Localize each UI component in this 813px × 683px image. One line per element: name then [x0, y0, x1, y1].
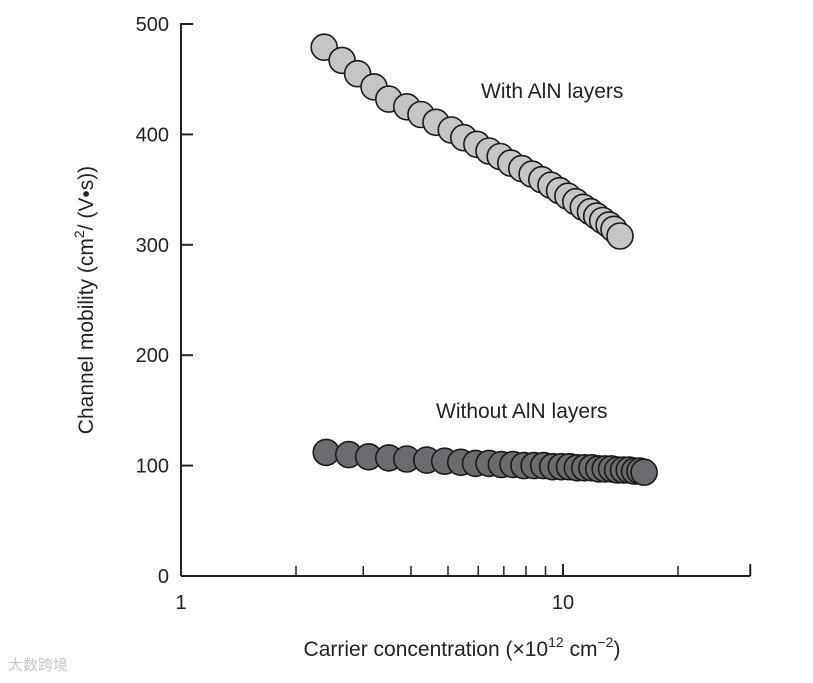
point-with-aln — [606, 222, 634, 250]
series-label-without-aln: Without AlN layers — [436, 400, 608, 423]
y-tick-label: 500 — [136, 14, 169, 36]
axes — [180, 23, 751, 577]
x-axis-title-sup2: −2 — [597, 634, 613, 650]
point-without-aln — [630, 458, 658, 487]
y-axis-title-end: / (V•s)) — [75, 166, 98, 231]
x-axis-title-mid: cm — [564, 638, 598, 661]
x-axis-title-sup: 12 — [548, 634, 564, 650]
x-axis-title-main: Carrier concentration (×10 — [304, 638, 549, 661]
y-tick-label: 100 — [136, 456, 169, 478]
y-tick-label: 400 — [136, 124, 169, 146]
x-axis-title: Carrier concentration (×1012 cm−2) — [304, 634, 621, 661]
y-tick-label: 300 — [136, 235, 169, 257]
data-points — [310, 33, 658, 487]
watermark-logo: 大数跨境 — [8, 656, 69, 674]
ticks: 0 100 200 300 400 500 1 10 — [136, 14, 752, 614]
y-axis-title-sup: 2 — [71, 230, 87, 238]
y-tick-label: 200 — [136, 345, 169, 367]
x-tick-label: 1 — [175, 592, 186, 614]
series-label-with-aln: With AlN layers — [481, 80, 623, 103]
y-tick-label: 0 — [158, 566, 169, 588]
y-axis-title: Channel mobility (cm2/ (V•s)) — [71, 166, 98, 434]
x-tick-label: 10 — [552, 592, 574, 614]
y-axis-title-main: Channel mobility (cm — [75, 238, 98, 434]
x-axis-title-end: ) — [613, 638, 620, 661]
